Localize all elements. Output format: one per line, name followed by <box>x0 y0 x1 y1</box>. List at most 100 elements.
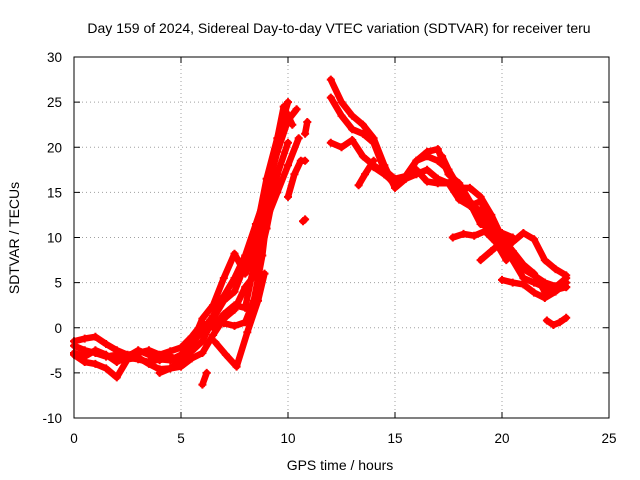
data-point <box>273 170 282 179</box>
data-point <box>219 296 228 305</box>
data-point <box>326 93 335 102</box>
data-point <box>187 332 196 341</box>
data-point <box>155 350 164 359</box>
data-point <box>487 247 496 255</box>
series-trace <box>477 234 514 264</box>
data-point <box>433 145 442 154</box>
data-point <box>166 364 175 373</box>
data-point <box>401 174 410 183</box>
y-tick-label: 30 <box>47 50 62 65</box>
data-point <box>198 380 207 389</box>
x-tick-label: 0 <box>70 431 78 446</box>
data-point <box>519 260 528 269</box>
data-point <box>465 199 474 208</box>
data-point <box>326 75 335 84</box>
data-point <box>476 220 485 228</box>
data-point <box>198 319 207 328</box>
series-trace <box>355 157 377 189</box>
data-point <box>177 343 185 352</box>
data-point <box>112 358 121 366</box>
data-point <box>102 364 111 373</box>
x-axis-label: GPS time / hours <box>287 457 394 473</box>
data-point <box>230 249 239 258</box>
series-track-19 <box>476 233 515 265</box>
series-trace <box>211 270 268 370</box>
series-track-3 <box>70 98 292 382</box>
data-point <box>301 129 310 138</box>
data-point <box>211 338 220 347</box>
data-point <box>221 350 230 359</box>
data-point <box>102 340 111 348</box>
data-point <box>502 256 511 265</box>
data-point <box>498 238 506 246</box>
data-point <box>219 274 228 283</box>
series-trace <box>327 136 570 279</box>
data-point <box>358 129 367 138</box>
data-point <box>177 355 185 364</box>
data-point <box>465 183 474 192</box>
tick-marks <box>73 56 610 419</box>
series-track-6 <box>211 269 269 371</box>
data-point <box>369 156 378 165</box>
data-point <box>519 229 528 237</box>
data-point <box>487 210 496 219</box>
y-axis-label: SDTVAR / TECUs <box>6 182 22 294</box>
x-tick-label: 10 <box>280 431 295 446</box>
series-track-15 <box>369 163 571 294</box>
series-track-8 <box>284 156 310 201</box>
data-point <box>423 177 432 186</box>
data-point <box>243 328 252 337</box>
data-point <box>177 362 185 371</box>
data-point <box>294 134 303 143</box>
series-track-7 <box>219 215 271 330</box>
data-point <box>262 174 271 183</box>
data-point <box>549 321 558 329</box>
data-point <box>187 347 196 356</box>
data-point <box>209 331 218 339</box>
data-point <box>241 260 250 269</box>
y-tick-label: -10 <box>42 411 62 426</box>
data-point <box>348 125 357 134</box>
data-point <box>80 358 89 366</box>
data-point <box>258 251 267 260</box>
data-point <box>202 368 211 377</box>
data-point <box>448 233 457 242</box>
data-point <box>303 118 312 126</box>
data-point <box>348 111 357 120</box>
data-point <box>112 346 121 355</box>
data-point <box>187 354 196 363</box>
chart-title: Day 159 of 2024, Sidereal Day-to-day VTE… <box>87 20 590 36</box>
data-point <box>284 98 292 107</box>
data-point <box>562 271 571 280</box>
data-point <box>288 120 297 129</box>
data-point <box>284 192 292 201</box>
data-point <box>144 359 153 368</box>
data-point <box>348 136 357 144</box>
data-point <box>551 265 560 274</box>
data-point <box>91 346 100 355</box>
data-point <box>326 138 335 147</box>
data-point <box>530 235 539 244</box>
data-point <box>198 349 207 357</box>
data-point <box>134 349 143 357</box>
data-point <box>354 181 363 190</box>
data-point <box>166 347 175 356</box>
data-point <box>380 170 389 179</box>
data-point <box>506 233 515 242</box>
data-point <box>508 278 517 287</box>
data-point <box>519 280 528 289</box>
y-tick-label: 0 <box>54 321 62 336</box>
data-point <box>209 314 218 323</box>
series-track-21 <box>542 313 571 329</box>
data-point <box>540 283 549 292</box>
data-point <box>301 156 310 165</box>
data-point <box>91 359 100 368</box>
y-tick-label: -5 <box>50 366 62 381</box>
x-tick-label: 20 <box>494 431 509 446</box>
data-point <box>391 179 399 188</box>
data-point <box>209 301 218 310</box>
data-point <box>480 227 489 236</box>
data-point <box>80 334 89 343</box>
data-point <box>241 318 250 327</box>
